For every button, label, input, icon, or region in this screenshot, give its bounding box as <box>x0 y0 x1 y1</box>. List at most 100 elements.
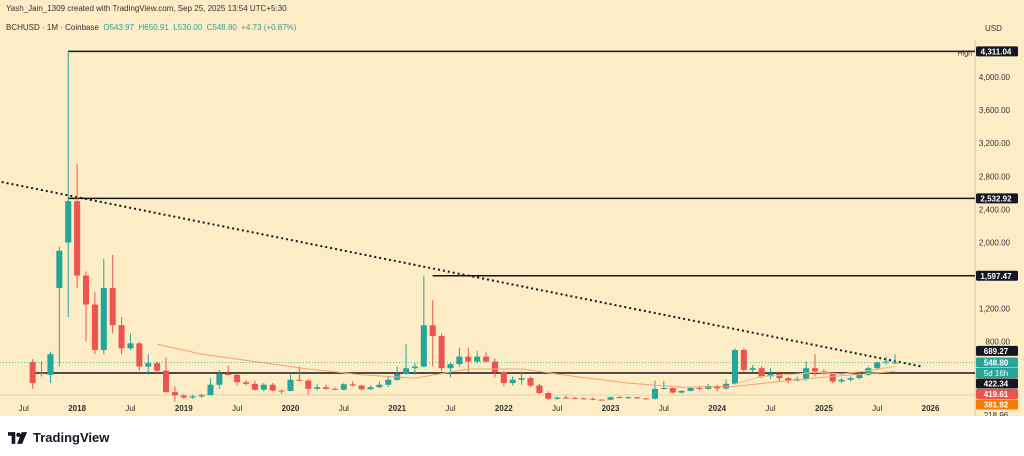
currency-label: USD <box>985 24 1002 33</box>
candle-body <box>891 362 899 364</box>
x-tick-label: Jul <box>339 404 349 413</box>
candle-body <box>234 374 241 383</box>
x-tick-label: 2022 <box>495 404 513 413</box>
candle-body <box>278 390 285 392</box>
ohlc-legend: BCHUSD · 1M · Coinbase O543.97 H650.91 L… <box>6 23 296 32</box>
price-label: 419.61 <box>984 390 1009 399</box>
candle-body <box>634 397 641 399</box>
x-tick-label: Jul <box>232 404 242 413</box>
candle-body <box>554 397 561 399</box>
trendline <box>0 180 922 368</box>
chart-footer: TradingView <box>0 416 1024 456</box>
price-label-box <box>976 378 1018 389</box>
candle-body <box>820 371 827 374</box>
candle-body <box>403 368 410 374</box>
y-tick-label: 2,000.00 <box>979 238 1011 247</box>
candle-body <box>180 395 187 398</box>
candle-body <box>189 396 196 398</box>
price-label-box <box>976 357 1018 368</box>
low-value: L530.00 <box>173 23 203 32</box>
candle-body <box>260 384 267 390</box>
candle-body <box>420 325 427 367</box>
candle-body <box>616 397 623 399</box>
candle-body <box>607 397 614 400</box>
attribution-text: Yash_Jain_1309 created with TradingView.… <box>6 4 287 13</box>
y-tick-label: 3,600.00 <box>979 106 1011 115</box>
candle-body <box>856 374 863 379</box>
candle-body <box>625 397 632 399</box>
price-label: 218.96 <box>984 411 1009 416</box>
candle-body <box>651 388 658 399</box>
candle-body <box>109 287 116 326</box>
candle-body <box>580 398 587 400</box>
close-value: C548.80 <box>206 23 237 32</box>
countdown-label: 5d 16h <box>984 369 1008 378</box>
candle-body <box>705 385 712 389</box>
candle-body <box>118 325 125 349</box>
candle-body <box>65 201 72 243</box>
y-tick-label: 3,200.00 <box>979 139 1011 148</box>
candle-body <box>438 335 445 369</box>
candle-body <box>838 379 845 382</box>
candle-body <box>518 378 525 380</box>
candle-body <box>847 378 854 380</box>
candle-body <box>331 388 338 390</box>
candle-body <box>74 201 81 276</box>
x-tick-label: Jul <box>125 404 135 413</box>
y-tick-label: 4,000.00 <box>979 73 1011 82</box>
candle-body <box>251 383 258 390</box>
moving-average-line <box>734 366 896 385</box>
countdown-box <box>976 367 1018 378</box>
brand-label: TradingView <box>33 430 110 445</box>
candle-body <box>162 370 170 393</box>
candle-body <box>758 368 765 377</box>
candle-body <box>474 356 481 362</box>
price-label: 422.34 <box>984 379 1009 388</box>
candle-body <box>29 361 36 384</box>
symbol-label[interactable]: BCHUSD · 1M · Coinbase <box>6 23 99 32</box>
x-tick-label: 2018 <box>68 404 86 413</box>
chart-area[interactable] <box>0 40 1024 416</box>
x-tick-label: 2024 <box>708 404 726 413</box>
candle-body <box>740 349 747 370</box>
price-label-box <box>976 46 1018 57</box>
candle-body <box>687 388 694 391</box>
candle-body <box>323 387 330 389</box>
high-marker-label: High <box>958 50 973 57</box>
price-label: 381.92 <box>984 400 1009 409</box>
candle-body <box>767 373 774 377</box>
x-tick-label: 2020 <box>282 404 300 413</box>
x-tick-label: 2026 <box>922 404 940 413</box>
price-label-box <box>976 345 1018 356</box>
candle-body <box>287 379 294 391</box>
candle-body <box>136 343 143 367</box>
price-label: 548.80 <box>984 358 1009 367</box>
candle-body <box>127 343 134 349</box>
candle-body <box>643 398 650 400</box>
chart-header: Yash_Jain_1309 created with TradingView.… <box>0 0 1024 40</box>
candle-body <box>874 362 881 369</box>
candle-body <box>545 393 552 399</box>
candle-body <box>296 379 303 381</box>
candle-body <box>91 304 98 350</box>
tradingview-brand[interactable]: TradingView <box>8 430 109 445</box>
x-tick-label: Jul <box>19 404 29 413</box>
candle-body <box>447 364 454 369</box>
candle-body <box>776 373 783 379</box>
price-label-box <box>976 270 1018 281</box>
candle-body <box>527 378 534 386</box>
candle-body <box>376 384 383 388</box>
candle-body <box>500 372 507 384</box>
moving-average-line <box>156 343 896 388</box>
candle-body <box>811 368 819 372</box>
candle-body <box>429 325 436 336</box>
open-value: O543.97 <box>103 23 135 32</box>
x-tick-label: Jul <box>765 404 775 413</box>
candle-body <box>660 388 667 390</box>
candle-body <box>411 366 418 369</box>
price-chart[interactable]: USD400.00800.001,200.001,600.002,000.002… <box>0 0 1024 416</box>
x-tick-label: 2025 <box>815 404 833 413</box>
price-label: 1,597.47 <box>980 272 1012 281</box>
candle-body <box>678 390 685 393</box>
candle-body <box>883 361 890 363</box>
